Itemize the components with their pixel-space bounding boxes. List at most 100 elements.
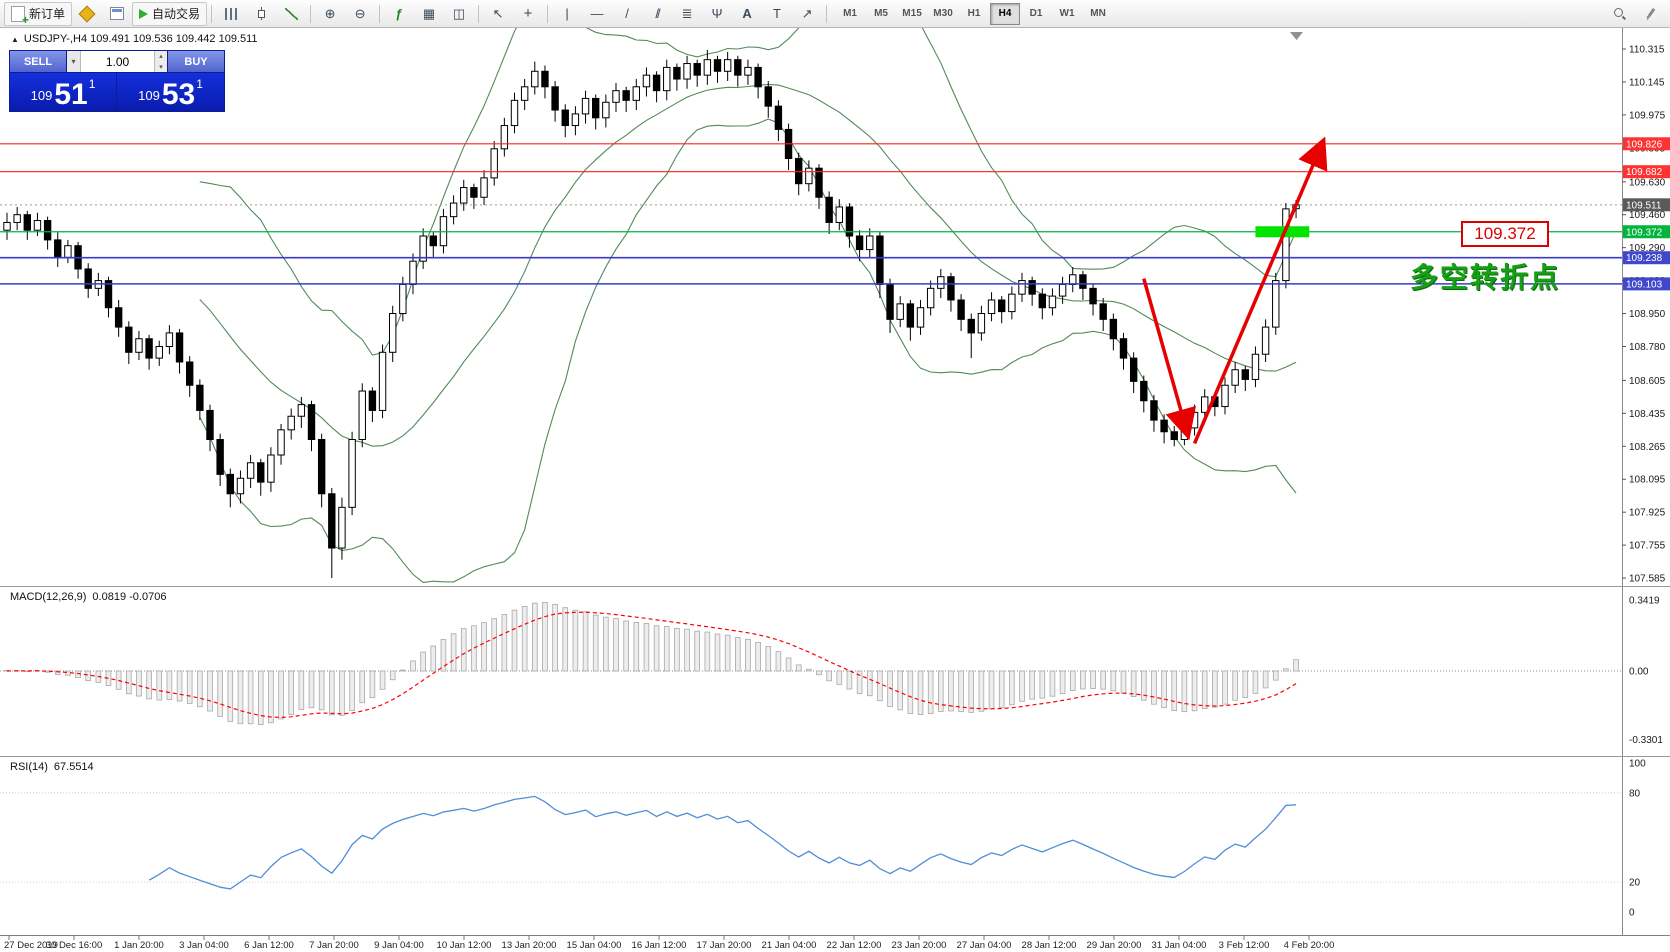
svg-text:109.682: 109.682 (1626, 167, 1663, 178)
new-order-icon (11, 5, 29, 27)
timeframe-h1-button[interactable]: H1 (967, 8, 981, 19)
timeframe-m5-button[interactable]: M5 (874, 8, 888, 19)
pitchfork-icon: Ψ (711, 6, 723, 21)
macd-panel (0, 602, 1622, 726)
trendline-tool-button[interactable]: / (612, 2, 642, 26)
svg-text:27 Jan 04:00: 27 Jan 04:00 (957, 940, 1012, 951)
bollinger-middle (199, 83, 1297, 447)
main-price-panel (0, 28, 1622, 583)
rsi-panel (0, 792, 1622, 890)
trend-arrow[interactable] (1142, 278, 1196, 441)
volume-spin-up-icon[interactable]: ▴ (155, 51, 167, 62)
svg-text:108.780: 108.780 (1629, 342, 1666, 353)
line-chart-button[interactable] (276, 2, 306, 26)
candlestick-chart-button[interactable] (246, 2, 276, 26)
horizontal-line-icon: — (590, 6, 604, 21)
cursor-button[interactable]: ↖ (483, 2, 513, 26)
search-button[interactable] (1604, 2, 1634, 26)
timeframe-h4-button[interactable]: H4 (990, 2, 1021, 25)
svg-text:107.755: 107.755 (1629, 541, 1666, 552)
volume-spinner[interactable]: ▴ ▾ (154, 51, 167, 72)
svg-text:109.975: 109.975 (1629, 110, 1666, 121)
tile-windows-button[interactable]: ◫ (444, 2, 474, 26)
volume-dropdown-icon[interactable]: ▾ (67, 51, 81, 72)
toolbar-separator (478, 4, 480, 23)
svg-text:109.290: 109.290 (1629, 243, 1666, 254)
crosshair-icon: + (523, 5, 533, 22)
svg-text:16 Jan 12:00: 16 Jan 12:00 (632, 940, 687, 951)
market-watch-button[interactable] (72, 2, 102, 26)
timeframe-d1-button[interactable]: D1 (1029, 8, 1043, 19)
svg-text:28 Jan 12:00: 28 Jan 12:00 (1022, 940, 1077, 951)
new-order-button[interactable]: 新订单 (4, 1, 73, 27)
buy-price[interactable]: 109 53 1 (117, 73, 224, 111)
channel-tool-button[interactable]: // (642, 2, 672, 26)
svg-text:108.605: 108.605 (1629, 376, 1666, 387)
timeframe-m15-button[interactable]: M15 (902, 8, 922, 19)
one-click-trading-panel: SELL ▾ ▴ ▾ BUY 109 51 1 109 53 1 (9, 50, 225, 112)
candles (3, 49, 1300, 579)
svg-text:30 Dec 16:00: 30 Dec 16:00 (46, 940, 103, 951)
timeframe-m1-button[interactable]: M1 (843, 8, 857, 19)
toolbar-separator (310, 4, 312, 23)
price-label-109.511 (1623, 198, 1670, 212)
text-tool-icon: A (742, 6, 752, 21)
autotrading-button[interactable]: 自动交易 (132, 1, 208, 26)
svg-text:3 Jan 04:00: 3 Jan 04:00 (179, 940, 229, 951)
zoom-out-button[interactable]: ⊖ (345, 2, 375, 26)
trendline-icon: / (625, 6, 629, 21)
svg-text:3 Feb 12:00: 3 Feb 12:00 (1219, 940, 1270, 951)
bar-chart-icon (224, 7, 238, 20)
chart-shift-marker-icon[interactable] (1290, 32, 1303, 40)
vertical-line-tool-button[interactable]: | (552, 2, 582, 26)
svg-text:108.095: 108.095 (1629, 475, 1666, 486)
fibonacci-icon: ≣ (681, 6, 693, 21)
trend-arrow[interactable] (1192, 136, 1328, 445)
data-window-icon (110, 7, 125, 20)
volume-spin-down-icon[interactable]: ▾ (155, 61, 167, 72)
data-window-button[interactable] (102, 2, 132, 26)
indicators-button[interactable]: ƒ (384, 2, 414, 26)
sell-button[interactable]: SELL (10, 51, 67, 72)
price-tag-annotation[interactable]: 109.372 (1461, 221, 1549, 247)
fibonacci-tool-button[interactable]: ≣ (672, 2, 702, 26)
svg-text:1 Jan 20:00: 1 Jan 20:00 (114, 940, 164, 951)
properties-button[interactable] (1636, 2, 1666, 26)
macd-signal-line (6, 611, 1297, 719)
sell-price[interactable]: 109 51 1 (10, 73, 117, 111)
arrows-tool-icon: ↗ (801, 6, 813, 21)
rsi-line (148, 795, 1297, 890)
axes[interactable]: 110.315110.145109.975109.805109.630109.4… (0, 28, 1670, 951)
svg-text:15 Jan 04:00: 15 Jan 04:00 (567, 940, 622, 951)
svg-text:13 Jan 20:00: 13 Jan 20:00 (502, 940, 557, 951)
timeframe-mn-button[interactable]: MN (1090, 8, 1106, 19)
bar-chart-button[interactable] (216, 2, 246, 26)
text-tool-button[interactable]: A (732, 2, 762, 26)
crosshair-button[interactable]: + (513, 2, 543, 26)
new-order-label: 新订单 (29, 7, 66, 21)
zoom-in-button[interactable]: ⊕ (315, 2, 345, 26)
zoom-in-icon: ⊕ (324, 6, 336, 21)
svg-text:109.103: 109.103 (1626, 279, 1663, 290)
horizontal-line-tool-button[interactable]: — (582, 2, 612, 26)
sell-price-figure: 109 (30, 88, 53, 103)
grid-icon: ▦ (422, 6, 436, 21)
timeframe-m30-button[interactable]: M30 (933, 8, 953, 19)
rsi-value: 67.5514 (53, 761, 94, 773)
highlight-bar[interactable] (1255, 226, 1310, 238)
svg-text:108.435: 108.435 (1629, 409, 1666, 420)
label-tool-button[interactable]: T (762, 2, 792, 26)
price-label-109.826 (1623, 137, 1670, 151)
timeframe-w1-button[interactable]: W1 (1059, 8, 1075, 19)
volume-input[interactable] (81, 53, 154, 70)
grid-button[interactable]: ▦ (414, 2, 444, 26)
arrows-tool-button[interactable]: ↗ (792, 2, 822, 26)
svg-text:17 Jan 20:00: 17 Jan 20:00 (697, 940, 752, 951)
indicators-icon: ƒ (395, 6, 403, 21)
pitchfork-tool-button[interactable]: Ψ (702, 2, 732, 26)
svg-text:4 Feb 20:00: 4 Feb 20:00 (1284, 940, 1335, 951)
turning-point-annotation[interactable]: 多空转折点 (1410, 262, 1561, 293)
svg-text:6 Jan 12:00: 6 Jan 12:00 (244, 940, 294, 951)
buy-button[interactable]: BUY (167, 51, 224, 72)
